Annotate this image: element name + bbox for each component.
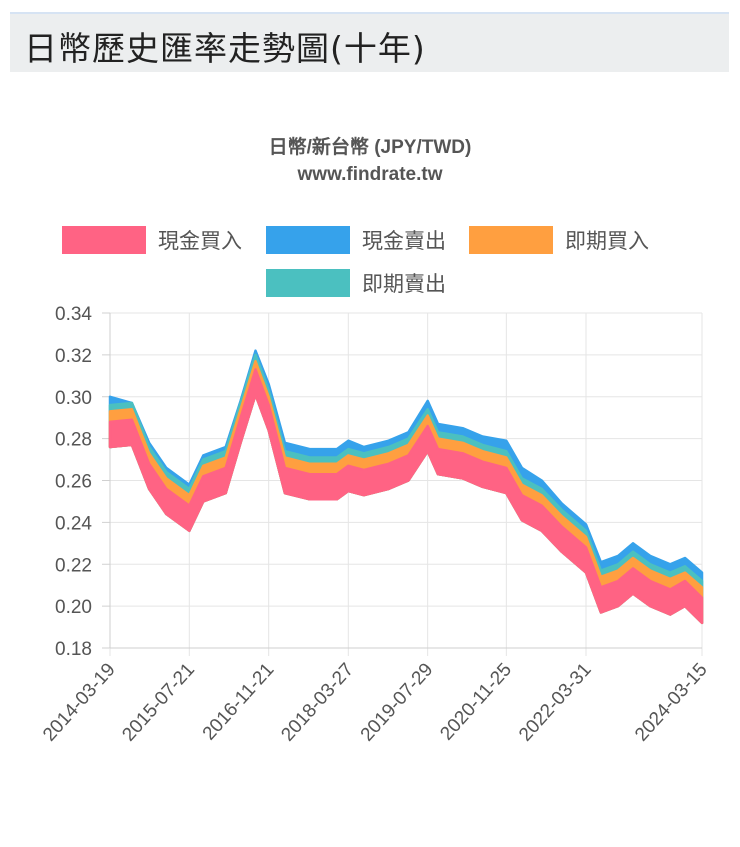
legend-item-cash-buy[interactable]: 現金買入 [62, 225, 242, 255]
page-header: 日幣歷史匯率走勢圖(十年) [10, 12, 729, 72]
chart-title: 日幣/新台幣 (JPY/TWD) [268, 137, 472, 158]
chart-subtitle: www.findrate.tw [297, 164, 443, 185]
legend-swatch-spot-sell [266, 269, 350, 297]
y-tick-label: 0.22 [55, 555, 92, 576]
y-tick-label: 0.24 [55, 513, 92, 534]
y-tick-label: 0.32 [55, 346, 92, 367]
legend-swatch-cash-sell [266, 226, 350, 254]
legend-label: 即期賣出 [362, 272, 446, 296]
x-tick-label: 2015-07-21 [118, 659, 199, 745]
legend-swatch-cash-buy [62, 226, 146, 254]
x-tick-label: 2022-03-31 [515, 659, 596, 745]
legend-swatch-spot-buy [469, 226, 553, 254]
legend-label: 即期買入 [565, 229, 649, 253]
legend-item-spot-buy[interactable]: 即期買入 [469, 225, 649, 255]
y-tick-label: 0.18 [55, 639, 92, 660]
chart-grid [102, 312, 703, 656]
x-tick-label: 2019-07-29 [357, 659, 438, 745]
legend-label: 現金賣出 [362, 229, 446, 253]
legend-item-cash-sell[interactable]: 現金賣出 [266, 225, 446, 255]
y-axis: 0.34 0.32 0.30 0.28 0.26 0.24 0.22 0.20 0.18 [55, 304, 92, 660]
y-tick-label: 0.26 [55, 472, 92, 493]
x-tick-label: 2018-03-27 [277, 659, 358, 745]
page-title: 日幣歷史匯率走勢圖(十年) [24, 29, 426, 68]
y-tick-label: 0.34 [55, 304, 92, 325]
y-tick-label: 0.28 [55, 430, 92, 451]
y-tick-label: 0.20 [55, 597, 92, 618]
y-tick-label: 0.30 [55, 388, 92, 409]
legend-item-spot-sell[interactable]: 即期賣出 [266, 268, 446, 298]
chart-series [108, 349, 704, 625]
legend-label: 現金買入 [158, 229, 242, 253]
series-area-cash-buy [108, 368, 704, 625]
x-tick-label: 2024-03-15 [631, 659, 712, 745]
x-tick-label: 2014-03-19 [39, 659, 120, 745]
x-tick-label: 2016-11-21 [199, 659, 279, 744]
x-tick-label: 2020-11-25 [436, 659, 516, 744]
